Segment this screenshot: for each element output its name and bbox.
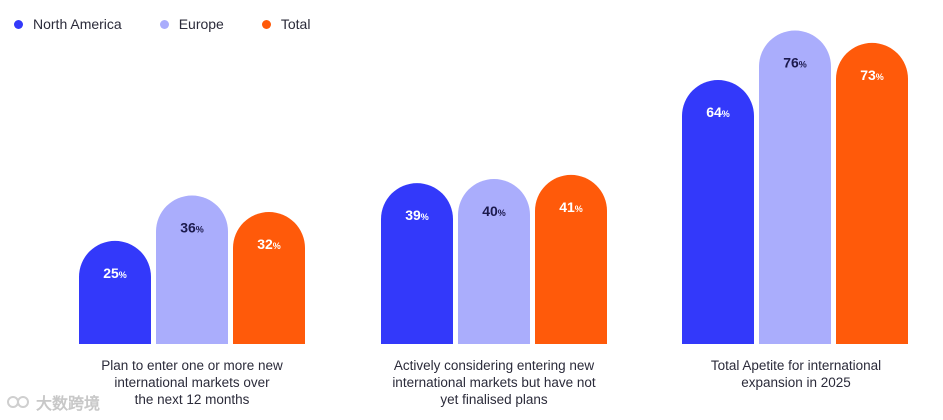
legend: North America Europe Total xyxy=(14,16,348,32)
data-label-total-1: 32% xyxy=(257,236,281,252)
watermark-text: 大数跨境 xyxy=(36,396,101,413)
data-label-total-2: 41% xyxy=(559,199,583,215)
bar-total-1 xyxy=(233,212,305,344)
legend-label-north-america: North America xyxy=(33,16,122,32)
bar-north-america-1 xyxy=(79,240,151,344)
data-label-europe-2: 40% xyxy=(482,203,506,219)
data-label-total-3: 73% xyxy=(860,67,884,83)
bar-total-3 xyxy=(836,42,909,345)
data-label-north-america-2: 39% xyxy=(405,207,429,223)
category-label-actively-considering: Actively considering entering new intern… xyxy=(392,358,596,407)
bar-europe-1 xyxy=(156,195,228,344)
bar-north-america-2 xyxy=(381,183,453,344)
legend-dot-north-america xyxy=(14,19,23,29)
bar-chart: 25% 36% 32% 39% 40% 41% 64% 76% 73% xyxy=(79,30,909,345)
legend-label-total: Total xyxy=(280,16,311,32)
data-label-europe-3: 76% xyxy=(783,55,807,71)
legend-dot-europe xyxy=(159,19,169,29)
watermark: 大数跨境 xyxy=(6,390,100,414)
data-label-europe-1: 36% xyxy=(180,220,204,236)
category-label-plan-to-enter: Plan to enter one or more new internatio… xyxy=(101,358,283,407)
data-label-north-america-1: 25% xyxy=(103,265,127,281)
category-label-total-apetite: Total Apetite for international expansio… xyxy=(710,358,882,390)
legend-item-europe: Europe xyxy=(159,16,224,32)
data-label-north-america-3: 64% xyxy=(706,104,730,120)
bar-north-america-3 xyxy=(682,80,754,344)
legend-dot-total xyxy=(261,19,271,29)
bar-total-2 xyxy=(535,174,607,344)
legend-item-north-america: North America xyxy=(14,16,122,32)
bar-europe-2 xyxy=(458,179,530,344)
watermark-logo-icon xyxy=(7,396,29,408)
bar-europe-3 xyxy=(759,30,831,344)
legend-label-europe: Europe xyxy=(178,16,224,32)
legend-item-total: Total xyxy=(261,16,311,32)
